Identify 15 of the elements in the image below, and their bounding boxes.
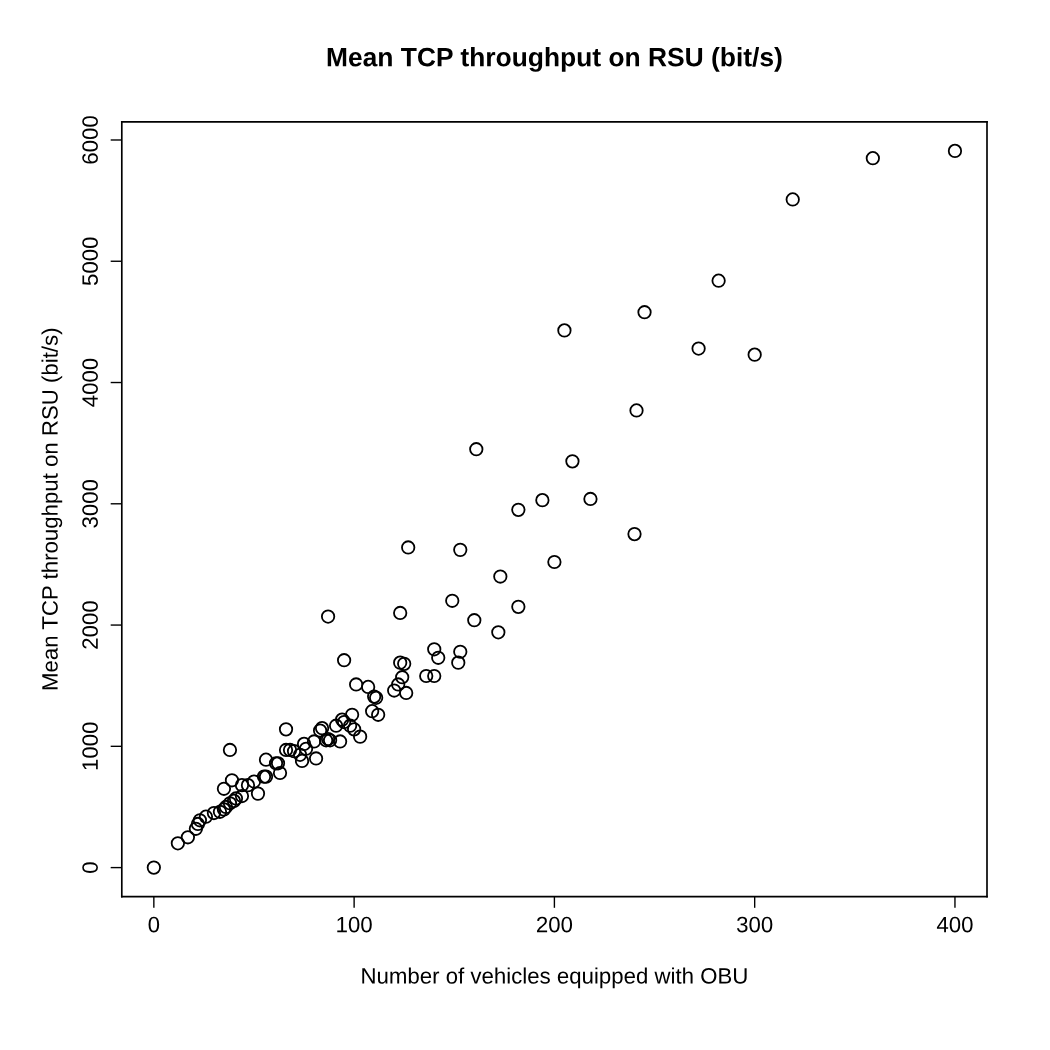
y-tick-label: 0	[82, 862, 98, 873]
y-tick-label: 6000	[82, 116, 98, 164]
y-tick-label: 4000	[82, 358, 98, 407]
y-tick-label: 3000	[82, 479, 98, 528]
x-tick-label: 100	[337, 916, 372, 933]
y-tick-label: 1000	[82, 722, 98, 770]
x-tick-label: 300	[736, 916, 773, 933]
y-tick-label: 2000	[82, 601, 98, 649]
y-tick-label: 5000	[82, 237, 98, 286]
chart-title: Mean TCP throughput on RSU (bit/s)	[327, 47, 782, 72]
x-tick-label: 400	[936, 916, 973, 933]
x-axis-title: Number of vehicles equipped with OBU	[362, 967, 747, 989]
y-axis-title: Mean TCP throughput on RSU (bit/s)	[41, 328, 63, 690]
x-tick-label: 0	[148, 916, 160, 933]
x-tick-label: 200	[536, 916, 573, 933]
